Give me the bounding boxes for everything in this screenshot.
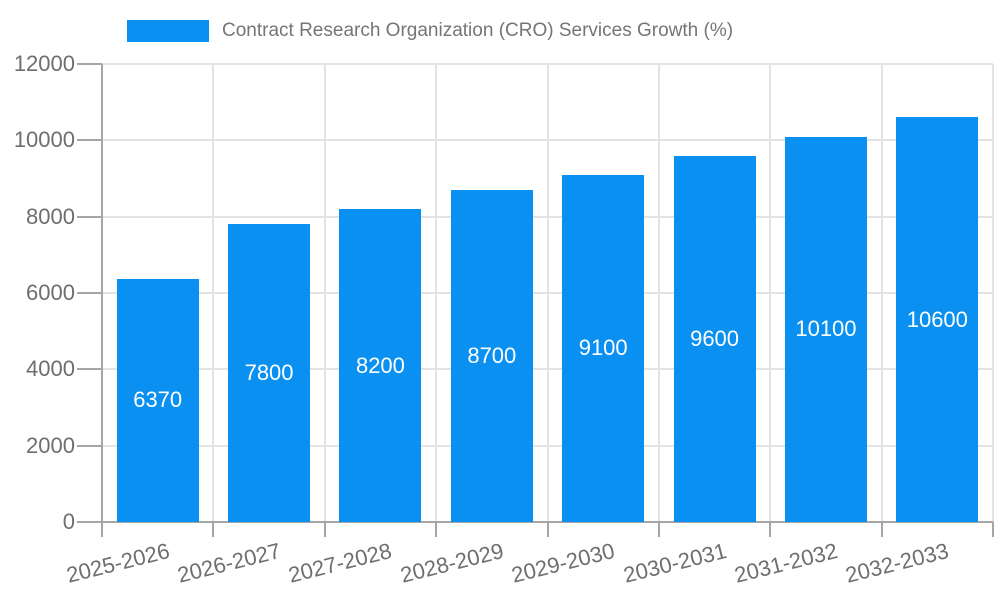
y-axis-label: 6000 (26, 280, 75, 305)
y-axis-tick (77, 63, 102, 65)
bar-value-label: 10600 (906, 306, 968, 332)
legend-item[interactable]: Contract Research Organization (CRO) Ser… (127, 16, 733, 46)
x-axis-line (77, 521, 993, 523)
legend-label: Contract Research Organization (CRO) Ser… (222, 20, 734, 41)
gridline-vertical (880, 64, 883, 522)
gridline-vertical (435, 64, 438, 522)
gridline-vertical (657, 64, 660, 522)
bar[interactable] (116, 278, 199, 522)
x-axis-tick (769, 522, 772, 537)
x-axis-tick (212, 522, 215, 537)
gridline-vertical (323, 64, 326, 522)
y-axis-tick (77, 139, 102, 142)
bar-value-label: 7800 (244, 360, 294, 386)
y-axis-label: 10000 (13, 127, 75, 153)
bar-value-label: 10100 (795, 316, 857, 342)
bar[interactable] (562, 174, 645, 522)
y-axis-tick (77, 215, 102, 218)
bar[interactable] (896, 117, 979, 522)
y-axis-tick (77, 368, 102, 371)
x-axis-tick (880, 522, 883, 537)
gridline-vertical (769, 64, 772, 522)
legend-swatch (127, 20, 209, 42)
y-axis-label: 2000 (26, 432, 75, 458)
bar[interactable] (450, 189, 533, 522)
y-axis-label: 12000 (13, 51, 75, 76)
bar-value-label: 6370 (133, 387, 183, 413)
bar[interactable] (784, 136, 867, 522)
gridline-vertical (546, 64, 549, 522)
x-axis-tick (546, 522, 549, 537)
y-axis-line (101, 64, 103, 537)
gridline-vertical (212, 64, 215, 522)
gridline-vertical (992, 64, 994, 522)
y-axis-label: 4000 (26, 356, 75, 382)
x-axis-tick (323, 522, 326, 537)
bar-value-label: 8200 (355, 352, 405, 378)
y-axis-tick (77, 444, 102, 447)
bar[interactable] (673, 155, 756, 522)
y-axis-tick (77, 292, 102, 294)
bar-value-label: 8700 (467, 342, 517, 368)
bar-value-label: 9100 (578, 335, 628, 361)
bar-value-label: 9600 (690, 325, 740, 351)
x-axis-tick (992, 522, 994, 537)
x-axis-tick (435, 522, 438, 537)
bar[interactable] (228, 224, 311, 522)
x-axis-tick (657, 522, 660, 537)
y-axis-label: 0 (62, 509, 75, 534)
bar[interactable] (339, 209, 422, 522)
y-axis-label: 8000 (26, 203, 75, 229)
